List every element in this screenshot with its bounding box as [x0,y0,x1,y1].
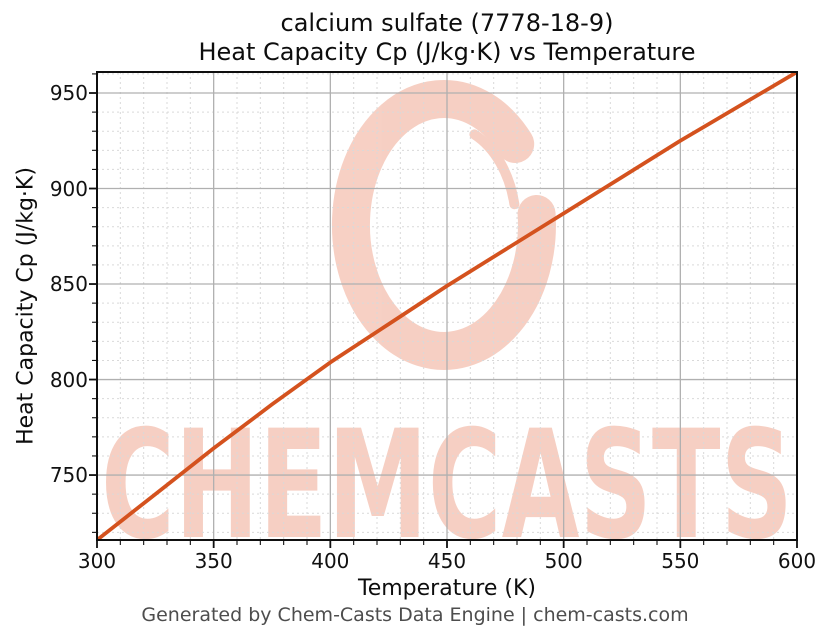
x-tick-label: 300 [77,549,117,573]
y-tick-label: 800 [49,367,88,392]
x-tick-label: 350 [194,549,233,573]
y-tick-label: 850 [49,272,88,297]
y-tick-label: 750 [49,463,88,488]
x-axis-label: Temperature (K) [358,576,536,601]
tick-marks [89,73,798,548]
chart-title-line2: Heat Capacity Cp (J/kg·K) vs Temperature [198,38,696,66]
heat-capacity-curve [97,72,797,540]
x-tick-label: 500 [544,549,583,573]
watermark-ring-logo [331,80,556,370]
x-tick-label: 400 [311,549,350,573]
x-tick-label: 600 [777,549,817,573]
y-axis-label: Heat Capacity Cp (J/kg·K) [13,167,39,445]
chart-title-line1: calcium sulfate (7778-18-9) [280,9,614,37]
x-tick-label: 550 [661,549,700,573]
x-tick-label: 450 [427,549,467,573]
y-tick-label: 900 [49,176,88,201]
y-tick-label: 950 [49,81,88,105]
footer-attribution: Generated by Chem-Casts Data Engine | ch… [141,604,689,626]
axes-spines [96,71,798,541]
